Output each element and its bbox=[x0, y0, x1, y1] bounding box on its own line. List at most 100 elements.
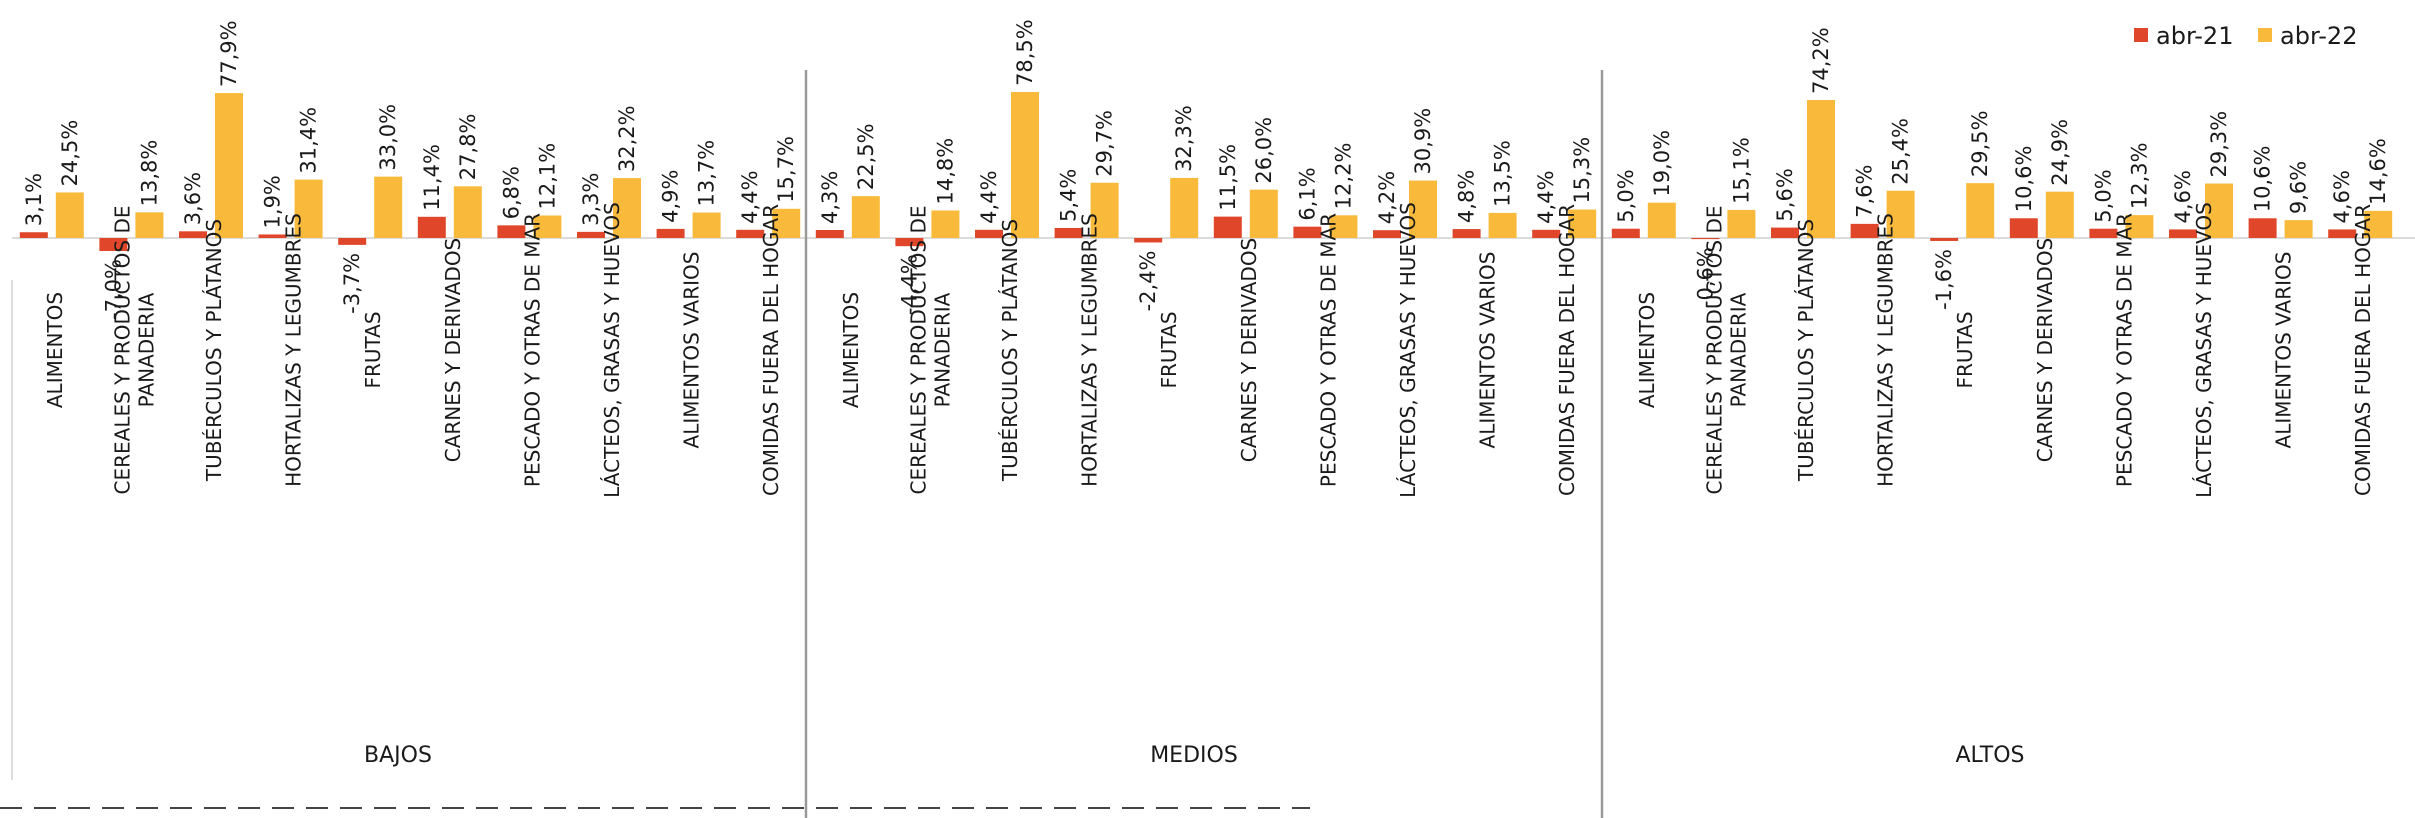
data-label-bajos-abr-22-4: 33,0% bbox=[376, 104, 400, 171]
group-label-layer: BAJOS MEDIOS ALTOS bbox=[364, 743, 2024, 768]
data-label-medios-abr-22-6: 12,2% bbox=[1331, 143, 1355, 210]
category-label-medios-3: HORTALIZAS Y LEGUMBRES bbox=[1078, 213, 1102, 487]
bar-layer bbox=[19, 91, 2393, 252]
bar-medios-abr-22-2 bbox=[1011, 91, 1039, 239]
category-label-bajos-3: HORTALIZAS Y LEGUMBRES bbox=[282, 213, 306, 487]
bar-bajos-abr-22-7 bbox=[613, 178, 641, 238]
data-label-medios-abr-22-5: 26,0% bbox=[1252, 117, 1276, 184]
bar-medios-abr-21-7 bbox=[1373, 230, 1401, 238]
bar-bajos-abr-22-5 bbox=[453, 186, 482, 238]
data-label-bajos-abr-21-2: 3,6% bbox=[181, 172, 205, 225]
data-label-altos-abr-22-6: 12,3% bbox=[2127, 142, 2151, 209]
bar-bajos-abr-21-9 bbox=[736, 229, 765, 238]
data-label-medios-abr-22-9: 15,3% bbox=[1570, 137, 1594, 204]
data-label-altos-abr-22-9: 14,6% bbox=[2366, 138, 2390, 205]
data-label-bajos-abr-21-6: 6,8% bbox=[499, 166, 523, 219]
data-label-medios-abr-22-7: 30,9% bbox=[1411, 108, 1435, 175]
category-label-bajos-0: ALIMENTOS bbox=[43, 292, 67, 408]
bar-bajos-abr-21-4 bbox=[338, 238, 367, 245]
bar-altos-abr-21-5 bbox=[2009, 218, 2038, 238]
bar-bajos-abr-22-9 bbox=[772, 208, 801, 238]
bar-medios-abr-22-1 bbox=[931, 210, 960, 238]
bar-medios-abr-22-0 bbox=[851, 196, 880, 238]
bar-bajos-abr-22-0 bbox=[55, 192, 84, 238]
bar-altos-abr-22-1 bbox=[1727, 209, 1756, 238]
group-label-bajos: BAJOS bbox=[364, 743, 432, 768]
data-label-medios-abr-21-8: 4,8% bbox=[1455, 170, 1479, 223]
data-label-altos-abr-21-9: 4,6% bbox=[2330, 170, 2354, 223]
bar-medios-abr-21-4 bbox=[1134, 238, 1163, 243]
data-label-altos-abr-22-3: 25,4% bbox=[1889, 118, 1913, 185]
data-label-medios-abr-21-5: 11,5% bbox=[1216, 144, 1240, 211]
bar-bajos-abr-22-1 bbox=[135, 212, 164, 238]
bar-medios-abr-21-2 bbox=[975, 229, 1003, 238]
data-label-altos-abr-21-2: 5,6% bbox=[1773, 168, 1797, 221]
bar-medios-abr-21-1 bbox=[895, 238, 924, 247]
bar-altos-abr-22-7 bbox=[2205, 183, 2233, 238]
data-label-medios-abr-21-3: 5,4% bbox=[1057, 169, 1081, 222]
category-label-bajos-6: PESCADO Y OTRAS DE MAR bbox=[520, 213, 544, 487]
category-label-altos-1: PANADERIA bbox=[1726, 292, 1750, 407]
data-label-medios-abr-21-9: 4,4% bbox=[1534, 170, 1558, 223]
category-label-bajos-4: FRUTAS bbox=[361, 311, 385, 388]
bar-altos-abr-21-4 bbox=[1930, 238, 1959, 241]
data-label-altos-abr-21-1: -0,6% bbox=[1693, 247, 1717, 308]
data-label-bajos-abr-22-1: 13,8% bbox=[137, 140, 161, 207]
bar-altos-abr-22-4 bbox=[1966, 183, 1995, 238]
category-label-altos-4: FRUTAS bbox=[1953, 311, 1977, 388]
data-label-altos-abr-21-8: 10,6% bbox=[2251, 146, 2275, 213]
bar-medios-abr-21-9 bbox=[1532, 229, 1561, 238]
legend-label-abr-22: abr-22 bbox=[2280, 22, 2357, 50]
bar-altos-abr-21-2 bbox=[1771, 227, 1799, 238]
data-label-bajos-abr-21-1: -7,0% bbox=[101, 259, 125, 320]
data-label-bajos-abr-21-8: 4,9% bbox=[659, 170, 683, 223]
data-label-bajos-abr-21-5: 11,4% bbox=[420, 144, 444, 211]
data-label-altos-abr-22-0: 19,0% bbox=[1650, 130, 1674, 197]
bar-altos-abr-21-8 bbox=[2248, 218, 2277, 238]
category-label-bajos-1: PANADERIA bbox=[134, 292, 158, 407]
bar-altos-abr-21-9 bbox=[2328, 229, 2357, 238]
data-label-bajos-abr-22-2: 77,9% bbox=[217, 20, 241, 87]
bar-bajos-abr-22-8 bbox=[692, 212, 721, 238]
category-label-medios-7: LÁCTEOS, GRASAS Y HUEVOS bbox=[1396, 202, 1420, 498]
bar-altos-abr-21-0 bbox=[1611, 228, 1640, 238]
bar-bajos-abr-21-7 bbox=[577, 231, 605, 238]
bar-medios-abr-22-4 bbox=[1170, 177, 1199, 238]
category-label-layer: ALIMENTOS CEREALES Y PRODUCTOS DE PANADERI… bbox=[43, 202, 2375, 498]
category-label-altos-9: COMIDAS FUERA DEL HOGAR bbox=[2351, 204, 2375, 496]
data-label-layer: 3,1% 24,5% -7,0% 13,8% 3,6% 77,9% 1,9% 31,4% -3,… bbox=[22, 19, 2390, 320]
bar-bajos-abr-21-3 bbox=[258, 234, 287, 238]
data-label-medios-abr-21-2: 4,4% bbox=[977, 170, 1001, 223]
category-label-medios-1: CEREALES Y PRODUCTOS DE bbox=[906, 206, 930, 495]
category-label-bajos-2: TUBÉRCULOS Y PLÁTANOS bbox=[202, 219, 226, 482]
category-label-bajos-8: ALIMENTOS VARIOS bbox=[680, 252, 704, 449]
bar-bajos-abr-21-6 bbox=[497, 225, 526, 238]
bar-bajos-abr-22-2 bbox=[215, 93, 243, 238]
bar-altos-abr-22-2 bbox=[1807, 99, 1835, 238]
bar-medios-abr-22-8 bbox=[1488, 212, 1517, 238]
data-label-bajos-abr-22-0: 24,5% bbox=[58, 120, 82, 187]
category-label-altos-6: PESCADO Y OTRAS DE MAR bbox=[2112, 213, 2136, 487]
data-label-medios-abr-21-6: 6,1% bbox=[1295, 167, 1319, 220]
category-label-altos-7: LÁCTEOS, GRASAS Y HUEVOS bbox=[2192, 202, 2216, 498]
category-label-altos-3: HORTALIZAS Y LEGUMBRES bbox=[1874, 213, 1898, 487]
bar-medios-abr-22-3 bbox=[1090, 182, 1119, 238]
data-label-altos-abr-21-7: 4,6% bbox=[2171, 170, 2195, 223]
data-label-medios-abr-21-1: -4,4% bbox=[897, 254, 921, 315]
category-label-medios-0: ALIMENTOS bbox=[839, 292, 863, 408]
category-label-medios-8: ALIMENTOS VARIOS bbox=[1476, 252, 1500, 449]
data-label-medios-abr-22-2: 78,5% bbox=[1013, 19, 1037, 86]
legend-swatch-abr-21 bbox=[2134, 28, 2148, 42]
category-label-bajos-9: COMIDAS FUERA DEL HOGAR bbox=[759, 204, 783, 496]
bar-medios-abr-22-6 bbox=[1329, 215, 1358, 238]
category-label-altos-8: ALIMENTOS VARIOS bbox=[2272, 252, 2296, 449]
bar-medios-abr-21-0 bbox=[815, 230, 844, 238]
data-label-medios-abr-22-3: 29,7% bbox=[1093, 110, 1117, 177]
data-label-bajos-abr-21-4: -3,7% bbox=[340, 253, 364, 314]
data-label-bajos-abr-22-9: 15,7% bbox=[774, 136, 798, 203]
data-label-bajos-abr-21-0: 3,1% bbox=[22, 173, 46, 226]
category-label-medios-2: TUBÉRCULOS Y PLÁTANOS bbox=[998, 219, 1022, 482]
data-label-medios-abr-22-4: 32,3% bbox=[1172, 105, 1196, 172]
bar-bajos-abr-21-8 bbox=[656, 228, 685, 238]
category-label-medios-9: COMIDAS FUERA DEL HOGAR bbox=[1555, 204, 1579, 496]
